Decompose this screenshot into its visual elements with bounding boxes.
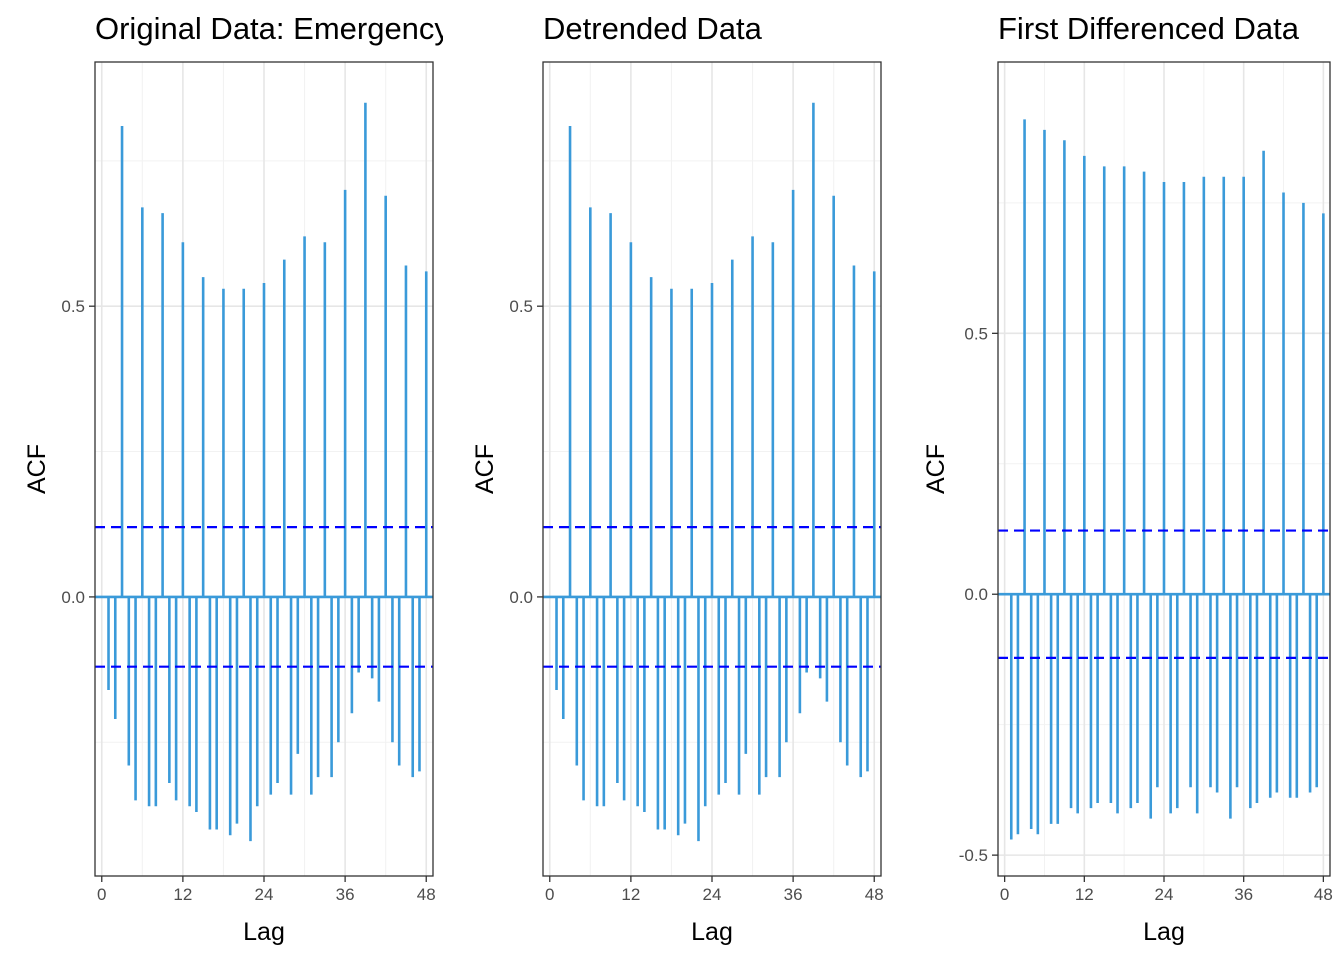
x-tick-label: 36 [1234,885,1253,904]
x-tick-label: 48 [1314,885,1333,904]
x-axis-title: Lag [1143,918,1185,946]
x-tick-label: 36 [336,885,355,904]
panel-plot-area [95,62,433,876]
y-tick-label: 0.5 [964,324,988,343]
x-tick-label: 12 [173,885,192,904]
y-axis-title: ACF [23,444,51,494]
x-axis-title: Lag [243,918,285,946]
y-tick-label: 0.0 [964,585,988,604]
y-tick-label: 0.5 [61,297,85,316]
chart-title: Detrended Data [543,11,763,46]
x-axis-title: Lag [691,918,733,946]
x-tick-label: 24 [1155,885,1174,904]
x-tick-label: 0 [1000,885,1009,904]
x-tick-label: 24 [703,885,722,904]
y-axis-title: ACF [471,444,499,494]
y-tick-label: -0.5 [959,846,988,865]
panel-plot-area [998,62,1330,876]
x-tick-label: 12 [621,885,640,904]
x-tick-label: 12 [1075,885,1094,904]
acf-panel-1: 0 12 24 36 48 0.0 0.5 Lag ACF Original Data: Emer… [23,11,450,946]
y-axis-title: ACF [922,444,950,494]
acf-panel-2: 0 12 24 36 48 0.0 0.5 Lag ACF Detrended Data [471,11,884,946]
x-tick-label: 0 [97,885,106,904]
x-tick-label: 48 [417,885,436,904]
x-tick-label: 0 [545,885,554,904]
acf-panel-3: 0 12 24 36 48 -0.5 0.0 0.5 Lag ACF First Differenc… [922,11,1333,946]
chart-title: Original Data: Emergency [95,11,450,46]
x-tick-label: 24 [255,885,274,904]
y-tick-label: 0.5 [509,297,533,316]
y-tick-label: 0.0 [61,588,85,607]
x-tick-label: 36 [784,885,803,904]
chart-title: First Differenced Data [998,11,1300,46]
panel-plot-area [543,62,881,876]
y-tick-label: 0.0 [509,588,533,607]
x-tick-label: 48 [865,885,884,904]
